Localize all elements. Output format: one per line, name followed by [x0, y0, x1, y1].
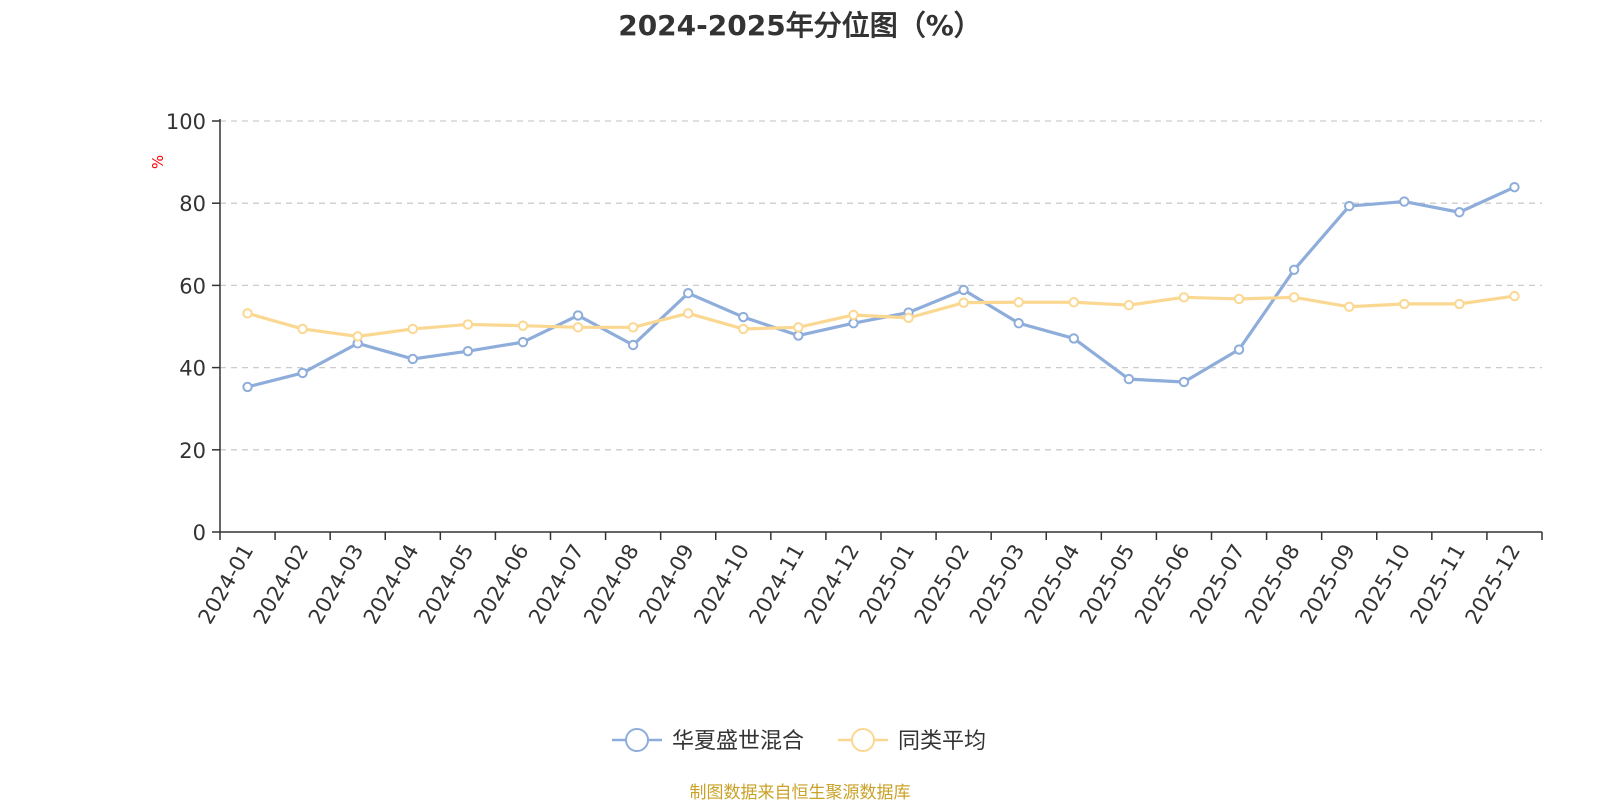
- data-point[interactable]: [1013, 318, 1024, 329]
- data-point[interactable]: [572, 322, 584, 333]
- data-point[interactable]: [627, 322, 639, 333]
- series-line: [247, 294, 1515, 338]
- data-point[interactable]: [848, 309, 859, 321]
- data-point[interactable]: [958, 297, 969, 308]
- y-axis-ticks: 0 20 40 60 80 100: [166, 110, 220, 545]
- y-tick-label: 100: [166, 110, 206, 134]
- legend-label: 华夏盛世混合: [672, 729, 804, 754]
- data-point[interactable]: [407, 353, 418, 365]
- axes: [219, 119, 1542, 533]
- y-tick-label: 0: [193, 521, 206, 545]
- y-tick-label: 20: [179, 439, 206, 463]
- data-point[interactable]: [572, 310, 584, 321]
- legend-marker: [851, 728, 875, 752]
- series-lines: [242, 181, 1520, 393]
- legend-item-2[interactable]: 同类平均: [838, 728, 986, 754]
- x-tick-label: 2025-12: [1460, 540, 1525, 628]
- data-point[interactable]: [1233, 344, 1245, 355]
- data-point[interactable]: [738, 323, 749, 335]
- y-tick-label: 80: [179, 192, 206, 216]
- data-point[interactable]: [297, 323, 308, 335]
- data-point[interactable]: [1399, 196, 1410, 207]
- data-point[interactable]: [958, 284, 969, 296]
- y-tick-label: 40: [179, 357, 206, 381]
- data-point[interactable]: [352, 331, 363, 342]
- data-point[interactable]: [517, 320, 529, 331]
- legend[interactable]: 华夏盛世混合 同类平均: [612, 728, 986, 754]
- data-point[interactable]: [738, 311, 749, 323]
- data-point[interactable]: [1068, 333, 1079, 344]
- series-2: [242, 290, 1520, 342]
- data-point[interactable]: [1178, 292, 1190, 303]
- chart-title: 2024-2025年分位图（%）: [618, 9, 982, 42]
- data-point[interactable]: [1509, 290, 1520, 302]
- data-point[interactable]: [462, 345, 474, 357]
- source-note: 制图数据来自恒生聚源数据库: [689, 783, 911, 803]
- data-point[interactable]: [1123, 373, 1135, 385]
- data-point[interactable]: [683, 288, 694, 299]
- data-point[interactable]: [1288, 264, 1300, 275]
- series-line: [247, 185, 1516, 389]
- legend-marker: [625, 728, 649, 752]
- data-point[interactable]: [1509, 181, 1520, 193]
- data-point[interactable]: [1344, 301, 1355, 312]
- data-point[interactable]: [627, 339, 639, 351]
- data-point[interactable]: [1288, 292, 1300, 303]
- data-point[interactable]: [1178, 376, 1190, 388]
- grid-lines: [220, 120, 1542, 451]
- data-point[interactable]: [1454, 298, 1465, 310]
- y-axis-label: %: [149, 155, 167, 169]
- data-point[interactable]: [1399, 298, 1410, 310]
- data-point[interactable]: [848, 318, 859, 329]
- data-point[interactable]: [1454, 207, 1465, 218]
- series-1: [242, 181, 1520, 393]
- y-tick-label: 60: [179, 274, 206, 298]
- data-point[interactable]: [683, 308, 694, 319]
- x-axis-ticks: 2024-012024-022024-032024-042024-052024-…: [194, 532, 1543, 628]
- data-point[interactable]: [407, 323, 418, 335]
- data-point[interactable]: [1123, 299, 1135, 311]
- data-point[interactable]: [242, 381, 253, 393]
- data-point[interactable]: [462, 319, 474, 330]
- legend-label: 同类平均: [898, 729, 986, 754]
- data-point[interactable]: [517, 336, 529, 348]
- legend-item-1[interactable]: 华夏盛世混合: [612, 728, 804, 754]
- data-point[interactable]: [242, 308, 253, 319]
- data-point[interactable]: [297, 367, 308, 379]
- data-point[interactable]: [793, 330, 804, 341]
- data-point[interactable]: [793, 322, 804, 333]
- data-point[interactable]: [1233, 293, 1245, 305]
- data-point[interactable]: [903, 312, 914, 324]
- data-point[interactable]: [1013, 297, 1024, 308]
- data-point[interactable]: [1344, 200, 1355, 212]
- data-point[interactable]: [1068, 297, 1079, 308]
